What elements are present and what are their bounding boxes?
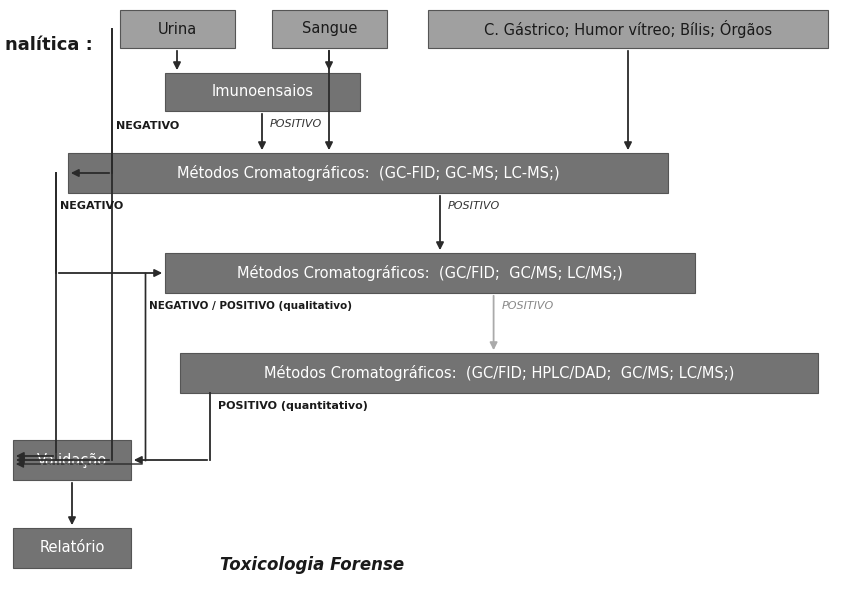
Text: NEGATIVO: NEGATIVO [60,201,123,211]
Text: Imunoensaios: Imunoensaios [212,85,314,99]
Text: Métodos Cromatográficos:  (GC/FID;  GC/MS; LC/MS;): Métodos Cromatográficos: (GC/FID; GC/MS;… [237,265,623,281]
FancyBboxPatch shape [13,440,131,480]
Text: Métodos Cromatográficos:  (GC/FID; HPLC/DAD;  GC/MS; LC/MS;): Métodos Cromatográficos: (GC/FID; HPLC/D… [264,365,734,381]
FancyBboxPatch shape [165,73,360,111]
Text: NEGATIVO: NEGATIVO [116,121,180,131]
Text: POSITIVO: POSITIVO [270,119,322,129]
Text: POSITIVO: POSITIVO [448,201,500,211]
FancyBboxPatch shape [68,153,668,193]
Text: C. Gástrico; Humor vítreo; Bílis; Órgãos: C. Gástrico; Humor vítreo; Bílis; Órgãos [484,20,772,38]
FancyBboxPatch shape [428,10,828,48]
FancyBboxPatch shape [180,353,818,393]
Text: Métodos Cromatográficos:  (GC-FID; GC-MS; LC-MS;): Métodos Cromatográficos: (GC-FID; GC-MS;… [177,165,559,181]
Text: Urina: Urina [158,21,197,37]
Text: nalítica :: nalítica : [5,36,93,54]
Text: Toxicologia Forense: Toxicologia Forense [220,556,404,574]
Text: NEGATIVO / POSITIVO (qualitativo): NEGATIVO / POSITIVO (qualitativo) [149,301,352,311]
Text: Relatório: Relatório [40,541,105,556]
Text: Sangue: Sangue [302,21,357,37]
Text: POSITIVO: POSITIVO [502,301,554,311]
FancyBboxPatch shape [13,528,131,568]
Text: Validação: Validação [37,453,107,467]
Text: POSITIVO (quantitativo): POSITIVO (quantitativo) [218,401,368,411]
FancyBboxPatch shape [165,253,695,293]
FancyBboxPatch shape [120,10,235,48]
FancyBboxPatch shape [272,10,387,48]
